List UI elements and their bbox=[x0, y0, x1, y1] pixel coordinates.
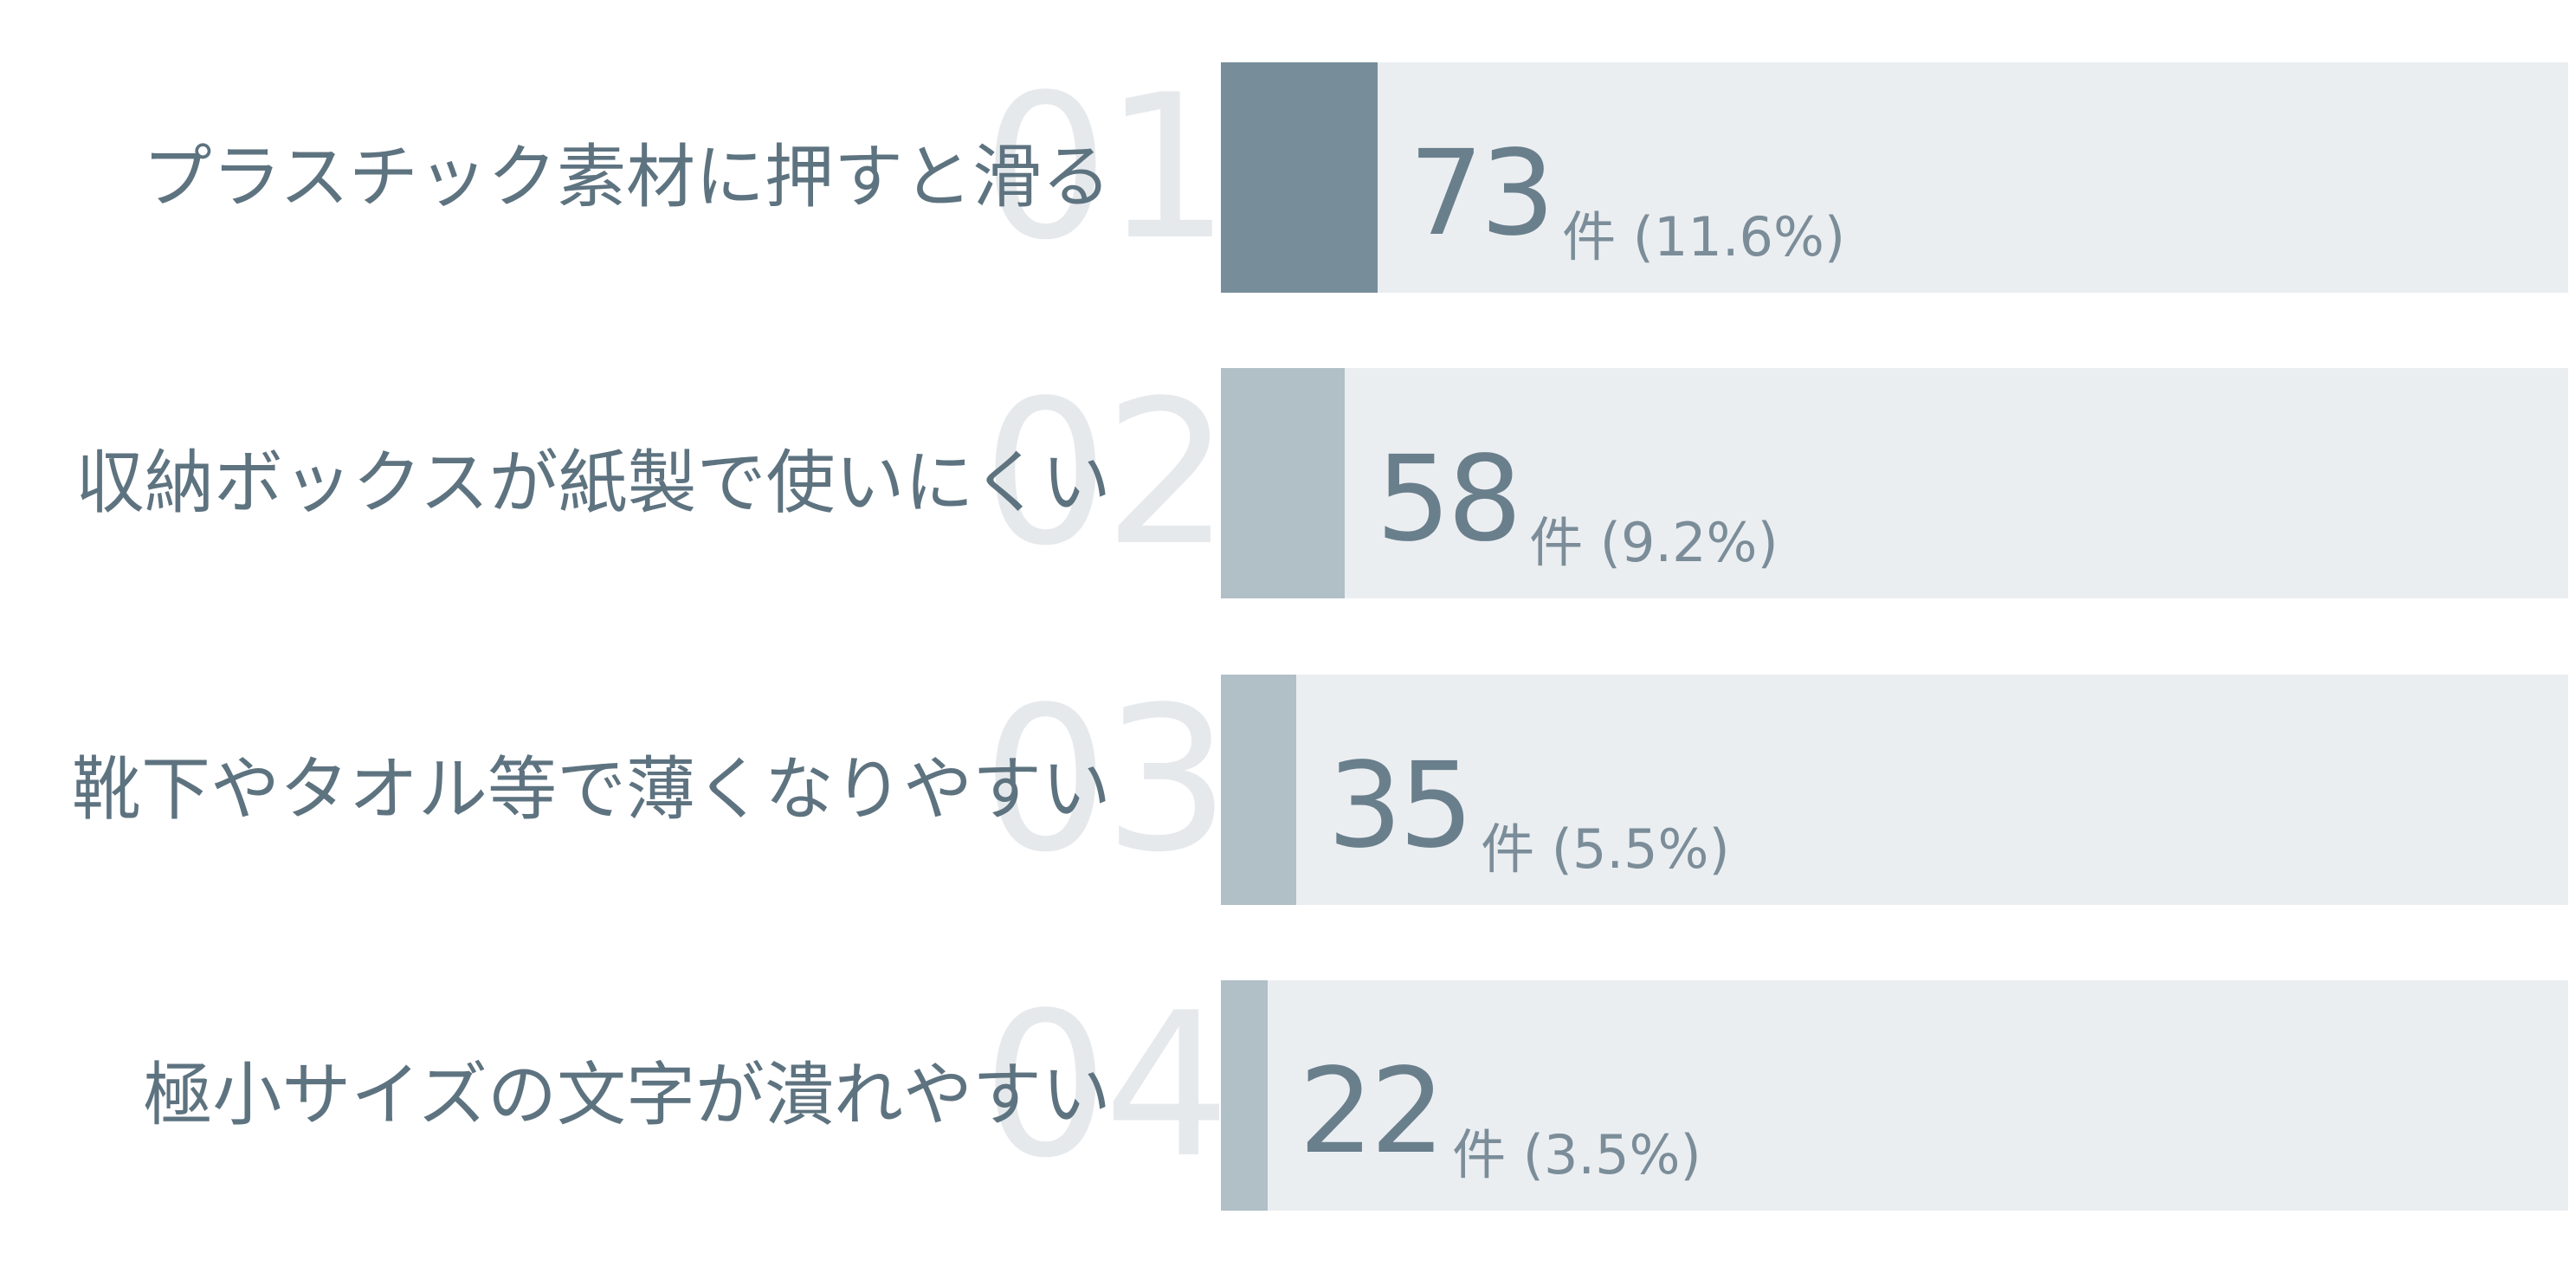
count-value: 73 bbox=[1409, 126, 1555, 262]
category-label: 収納ボックスが紙製で使いにくい bbox=[75, 443, 1111, 523]
bar bbox=[1221, 675, 1296, 905]
count-value: 58 bbox=[1376, 431, 1522, 568]
unit-percent-label: 件 (9.2%) bbox=[1529, 511, 1779, 574]
bar-row: 04 極小サイズの文字が潰れやすい 22 件 (3.5%) bbox=[0, 972, 2576, 1211]
bar-track: 22 件 (3.5%) bbox=[1221, 980, 2568, 1211]
bar-track: 35 件 (5.5%) bbox=[1221, 675, 2568, 905]
rank-number: 04 bbox=[982, 971, 1230, 1202]
rank-number: 02 bbox=[982, 359, 1230, 590]
count-value: 22 bbox=[1299, 1044, 1445, 1180]
bar-track: 58 件 (9.2%) bbox=[1221, 368, 2568, 598]
bar-row: 03 靴下やタオル等で薄くなりやすい 35 件 (5.5%) bbox=[0, 666, 2576, 905]
category-label: プラスチック素材に押すと滑る bbox=[142, 137, 1111, 217]
unit-percent-label: 件 (3.5%) bbox=[1452, 1123, 1701, 1186]
unit-percent-label: 件 (11.6%) bbox=[1562, 205, 1846, 268]
bar-row: 01 プラスチック素材に押すと滑る 73 件 (11.6%) bbox=[0, 54, 2576, 293]
unit-percent-label: 件 (5.5%) bbox=[1481, 817, 1730, 881]
bar bbox=[1221, 62, 1378, 293]
count-value: 35 bbox=[1327, 738, 1474, 875]
bar-track: 73 件 (11.6%) bbox=[1221, 62, 2568, 293]
rank-number: 01 bbox=[982, 53, 1230, 284]
category-label: 靴下やタオル等で薄くなりやすい bbox=[72, 749, 1111, 830]
bar-row: 02 収納ボックスが紙製で使いにくい 58 件 (9.2%) bbox=[0, 359, 2576, 598]
bar bbox=[1221, 368, 1345, 598]
bar bbox=[1221, 980, 1268, 1211]
rank-number: 03 bbox=[982, 665, 1230, 896]
category-label: 極小サイズの文字が潰れやすい bbox=[143, 1055, 1111, 1135]
